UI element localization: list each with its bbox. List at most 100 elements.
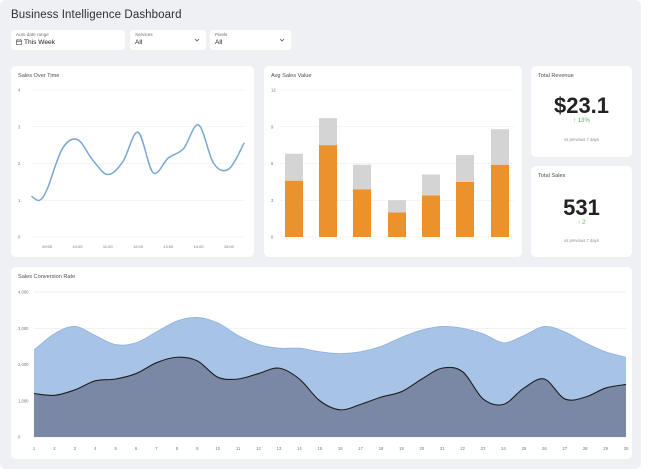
x-tick-label: 2 xyxy=(53,446,56,451)
x-tick-label: 5 xyxy=(114,446,117,451)
x-tick-label: 10 xyxy=(215,446,220,451)
total-sales-title: Total Sales xyxy=(538,173,566,179)
pixels-label: Pixels xyxy=(215,32,228,37)
x-tick-label: 28 xyxy=(583,446,588,451)
y-tick-label: 12 xyxy=(271,88,276,93)
bar-secondary xyxy=(491,129,509,165)
pixels-filter[interactable]: Pixels All xyxy=(210,30,291,50)
date-range-value: This Week xyxy=(24,39,56,46)
y-tick-label: 2,000 xyxy=(18,362,29,367)
bar-primary xyxy=(319,145,337,237)
pixels-value: All xyxy=(215,39,223,46)
y-tick-label: 3,000 xyxy=(18,326,29,331)
total-sales-delta: ↑ 2 xyxy=(577,220,586,226)
x-tick-label: 26 xyxy=(542,446,547,451)
conversion-line-lower xyxy=(33,356,627,411)
x-tick-label: 21 xyxy=(440,446,445,451)
services-filter[interactable]: Services All xyxy=(130,30,206,50)
total-sales-card: Total Sales 531 ↑ 2 vs previous 7 days xyxy=(531,166,632,257)
total-revenue-title: Total Revenue xyxy=(538,73,574,79)
calendar-icon xyxy=(16,38,22,45)
x-tick-label: 25 xyxy=(522,446,527,451)
y-tick-label: 0 xyxy=(18,235,21,240)
bar-primary xyxy=(456,181,474,237)
services-label: Services xyxy=(135,32,153,37)
x-tick-label: 7 xyxy=(155,446,158,451)
y-tick-label: 1 xyxy=(18,198,21,203)
avg-sales-value-title: Avg Sales Value xyxy=(271,73,312,79)
sales-line xyxy=(31,124,245,202)
conversion-line-upper xyxy=(33,316,627,358)
bar-secondary xyxy=(388,200,406,213)
x-tick-label: 15 xyxy=(317,446,322,451)
total-sales-comparison: vs previous 7 days xyxy=(564,238,599,243)
bar-primary xyxy=(353,189,371,237)
x-tick-label: 1 xyxy=(33,446,36,451)
total-revenue-delta: ↑ 13% xyxy=(573,118,590,124)
x-tick-label: 6 xyxy=(135,446,138,451)
x-tick-label: 20 xyxy=(420,446,425,451)
bar-secondary xyxy=(285,153,303,181)
x-tick-label: 3 xyxy=(74,446,77,451)
x-tick-label: 14:00 xyxy=(194,244,205,249)
sales-over-time-card: Sales Over Time 0 1 2 3 4 09:00 10:00 11:00 12:0… xyxy=(11,66,254,257)
y-tick-label: 3 xyxy=(271,198,274,203)
x-tick-label: 11 xyxy=(236,446,241,451)
x-tick-label: 4 xyxy=(94,446,97,451)
y-tick-label: 3 xyxy=(18,124,21,129)
y-tick-label: 4,000 xyxy=(18,290,29,295)
x-tick-label: 22 xyxy=(460,446,465,451)
x-tick-label: 23 xyxy=(481,446,486,451)
total-revenue-comparison: vs previous 7 days xyxy=(564,137,599,142)
date-range-filter[interactable]: Auto date range This Week xyxy=(11,30,125,50)
x-tick-label: 11:00 xyxy=(103,244,113,249)
total-revenue-card: Total Revenue $23.1 ↑ 13% vs previous 7 … xyxy=(531,66,632,157)
x-tick-label: 13:00 xyxy=(163,244,174,249)
bar-secondary xyxy=(319,118,337,146)
date-range-label: Auto date range xyxy=(16,32,49,37)
chevron-down-icon xyxy=(194,38,200,42)
x-tick-label: 12 xyxy=(256,446,261,451)
bar-primary xyxy=(491,164,509,237)
conversion-area-lower xyxy=(34,357,626,437)
y-tick-label: 1,000 xyxy=(18,398,29,403)
x-tick-label: 09:00 xyxy=(42,244,53,249)
avg-sales-value-chart: 0 3 6 9 12 xyxy=(271,88,514,240)
avg-sales-value-card: Avg Sales Value 0 3 6 9 12 xyxy=(264,66,522,257)
bar-primary xyxy=(388,212,406,237)
x-tick-label: 10:00 xyxy=(72,244,83,249)
y-tick-label: 4 xyxy=(18,88,21,93)
x-tick-label: 12:00 xyxy=(133,244,144,249)
x-tick-label: 13 xyxy=(277,446,282,451)
services-value: All xyxy=(135,39,143,46)
y-tick-label: 9 xyxy=(271,124,274,129)
bar-secondary xyxy=(353,164,371,190)
bar-secondary xyxy=(456,154,474,182)
bar-primary xyxy=(422,195,440,237)
y-tick-label: 0 xyxy=(18,435,21,440)
bar-secondary xyxy=(422,174,440,196)
x-tick-label: 30 xyxy=(624,446,629,451)
sales-over-time-chart: 0 1 2 3 4 09:00 10:00 11:00 12:00 13:00 14:00 15:00 xyxy=(18,88,245,249)
x-tick-label: 24 xyxy=(501,446,506,451)
x-tick-label: 16 xyxy=(338,446,343,451)
y-tick-label: 2 xyxy=(18,161,21,166)
y-tick-label: 6 xyxy=(271,161,274,166)
x-tick-label: 8 xyxy=(176,446,179,451)
sales-over-time-title: Sales Over Time xyxy=(18,73,60,79)
x-tick-label: 29 xyxy=(603,446,608,451)
sales-conversion-title: Sales Conversion Rate xyxy=(18,274,76,280)
x-tick-label: 17 xyxy=(358,446,363,451)
sales-conversion-card: Sales Conversion Rate 0 1,000 2,000 3,000 4,… xyxy=(11,267,632,459)
chevron-down-icon xyxy=(279,38,285,42)
x-tick-label: 19 xyxy=(399,446,404,451)
y-tick-label: 0 xyxy=(271,235,274,240)
x-tick-label: 18 xyxy=(379,446,384,451)
x-tick-label: 27 xyxy=(562,446,567,451)
total-sales-value: 531 xyxy=(563,195,600,220)
x-tick-label: 14 xyxy=(297,446,302,451)
total-revenue-value: $23.1 xyxy=(553,93,610,118)
bar-primary xyxy=(285,180,303,237)
x-tick-label: 9 xyxy=(196,446,199,451)
